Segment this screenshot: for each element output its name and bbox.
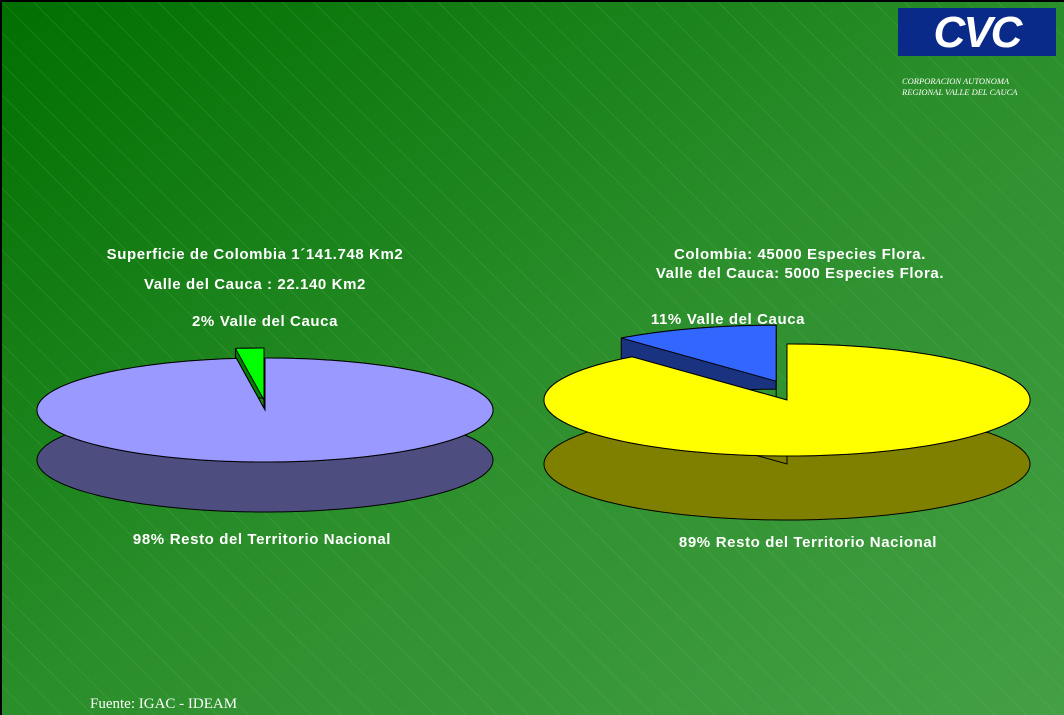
pie-slice-top <box>36 357 494 463</box>
chart-title: Superficie de Colombia 1´141.748 Km2 <box>107 246 404 263</box>
slice-label: 89% Resto del Territorio Nacional <box>679 534 937 551</box>
slice-category: Valle del Cauca <box>220 313 338 330</box>
pie-slice-top <box>543 343 1031 457</box>
logo: CVC CORPORACION AUTONOMA REGIONAL VALLE … <box>898 8 1056 97</box>
source: Fuente: IGAC - IDEAM <box>90 696 237 712</box>
slice-value-label: 89% <box>679 534 711 551</box>
slice-label: 11% Valle del Cauca <box>651 311 805 328</box>
chart-title: Colombia: 45000 Especies Flora. <box>674 246 926 263</box>
slice-category: Valle del Cauca <box>687 311 805 328</box>
slice-value-label: 2% <box>192 313 215 330</box>
pie-slice <box>36 356 494 513</box>
pie-slice-top <box>621 324 777 382</box>
logo-subtitle: CORPORACION AUTONOMA <box>902 76 1010 86</box>
slice-value-label: 11% <box>651 311 682 328</box>
slice-label: 2% Valle del Cauca <box>192 313 338 330</box>
logo-subtitle: REGIONAL VALLE DEL CAUCA <box>901 87 1018 97</box>
logo-box <box>898 8 1056 56</box>
slice-value-label: 98% <box>133 531 165 548</box>
chart-title: Valle del Cauca : 22.140 Km2 <box>144 276 366 293</box>
logo-text: CVC <box>934 8 1024 57</box>
slice-category: Resto del Territorio Nacional <box>170 531 391 548</box>
chart-title: Valle del Cauca: 5000 Especies Flora. <box>656 265 944 282</box>
slice-category: Resto del Territorio Nacional <box>716 534 937 551</box>
pie-slice <box>543 343 1031 521</box>
pie-slice-top <box>234 347 265 402</box>
slice-label: 98% Resto del Territorio Nacional <box>133 531 391 548</box>
